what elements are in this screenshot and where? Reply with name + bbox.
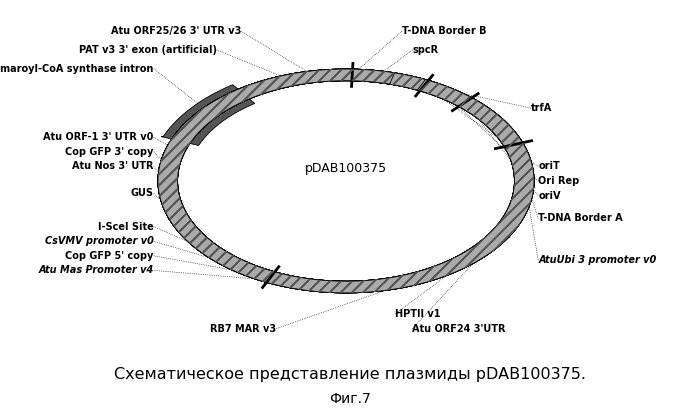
Text: I-SceI Site: I-SceI Site (98, 222, 154, 232)
Text: Atu Mas Promoter v4: Atu Mas Promoter v4 (38, 265, 154, 275)
Text: oriT: oriT (538, 161, 560, 171)
Text: Cop GFP 5' copy: Cop GFP 5' copy (66, 251, 154, 261)
Polygon shape (158, 69, 534, 293)
Text: pDAB100375: pDAB100375 (305, 162, 387, 175)
Polygon shape (158, 69, 534, 293)
Text: HPTII v1: HPTII v1 (395, 309, 440, 319)
Polygon shape (275, 69, 331, 88)
Text: oriV: oriV (538, 191, 561, 201)
Text: spcR: spcR (412, 45, 438, 55)
Polygon shape (158, 69, 530, 293)
Text: T-DNA Border A: T-DNA Border A (538, 213, 623, 223)
Text: Ori Rep: Ori Rep (538, 176, 579, 186)
Polygon shape (160, 195, 188, 219)
Text: Схематическое представление плазмиды pDAB100375.: Схематическое представление плазмиды pDA… (113, 367, 586, 382)
Text: RB7 MAR v3: RB7 MAR v3 (210, 324, 276, 334)
Text: GUS: GUS (131, 188, 154, 198)
Text: Atu ORF25/26 3' UTR v3: Atu ORF25/26 3' UTR v3 (110, 26, 241, 36)
Text: CsVMV promoter v0: CsVMV promoter v0 (45, 236, 154, 246)
Polygon shape (158, 69, 534, 293)
Polygon shape (158, 69, 534, 293)
Text: Atu Nos 3' UTR: Atu Nos 3' UTR (72, 161, 154, 171)
Text: PAT v3 3' exon (artificial): PAT v3 3' exon (artificial) (79, 45, 217, 55)
Polygon shape (158, 69, 534, 293)
Text: T-DNA Border B: T-DNA Border B (402, 26, 487, 36)
Polygon shape (161, 85, 255, 146)
Text: trfA: trfA (531, 103, 552, 113)
Text: Cop GFP 3' copy: Cop GFP 3' copy (66, 147, 154, 157)
Text: Atu 4-Coumaroyl-CoA synthase intron: Atu 4-Coumaroyl-CoA synthase intron (0, 64, 154, 74)
Polygon shape (169, 215, 275, 283)
Text: AtuUbi 3 promoter v0: AtuUbi 3 promoter v0 (538, 255, 656, 265)
Polygon shape (159, 139, 190, 169)
Text: Atu ORF-1 3' UTR v0: Atu ORF-1 3' UTR v0 (43, 132, 154, 142)
Polygon shape (158, 167, 179, 197)
Polygon shape (352, 69, 395, 84)
Polygon shape (238, 77, 283, 99)
Polygon shape (158, 69, 534, 293)
Polygon shape (158, 69, 534, 293)
Polygon shape (158, 69, 534, 293)
Text: Фиг.7: Фиг.7 (329, 392, 370, 406)
Text: Atu ORF24 3'UTR: Atu ORF24 3'UTR (412, 324, 506, 334)
